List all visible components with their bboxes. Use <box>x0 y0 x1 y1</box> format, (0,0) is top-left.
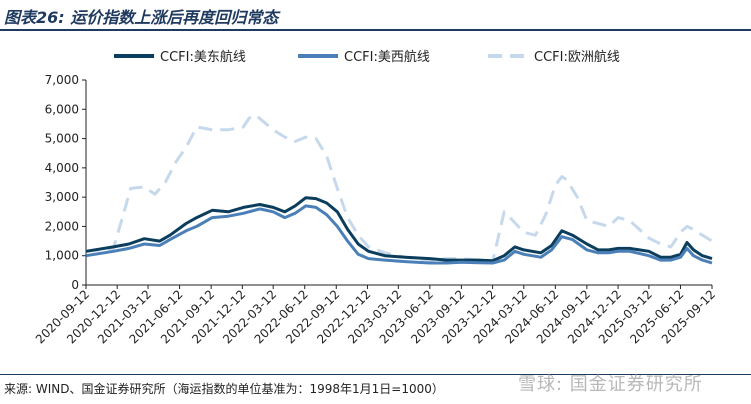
y-tick-label: 6,000 <box>45 102 79 116</box>
source-rule <box>0 374 751 375</box>
chart-title: 图表26: 运价指数上涨后再度回归常态 <box>4 8 279 27</box>
y-tick-label: 4,000 <box>45 161 79 175</box>
plot-area: 01,0002,0003,0004,0005,0006,0007,0002020… <box>33 73 718 346</box>
source-note: 来源: WIND、国金证券研究所（海运指数的单位基准为：1998年1月1日=10… <box>4 382 444 396</box>
legend: CCFI:美东航线 CCFI:美西航线 CCFI:欧洲航线 <box>114 49 620 65</box>
series-line-1 <box>85 196 713 263</box>
y-tick-label: 5,000 <box>45 132 79 146</box>
y-tick-label: 3,000 <box>45 190 79 204</box>
legend-label-1: CCFI:美东航线 <box>160 49 246 65</box>
y-tick-label: 2,000 <box>45 219 79 233</box>
legend-label-2: CCFI:美西航线 <box>344 49 430 65</box>
title-rule <box>0 29 751 31</box>
series-line-2 <box>85 204 713 265</box>
legend-label-3: CCFI:欧洲航线 <box>534 49 620 65</box>
title-bar: 图表26: 运价指数上涨后再度回归常态 <box>0 0 751 31</box>
y-tick-label: 0 <box>71 278 79 292</box>
line-chart: CCFI:美东航线 CCFI:美西航线 CCFI:欧洲航线 0 1,000 2,000 3… <box>33 49 718 346</box>
y-tick-label: 7,000 <box>45 73 79 87</box>
series-line-3 <box>85 113 713 264</box>
watermark: 雪球: 国金证券研究所 <box>518 374 703 395</box>
y-tick-label: 1,000 <box>45 249 79 263</box>
